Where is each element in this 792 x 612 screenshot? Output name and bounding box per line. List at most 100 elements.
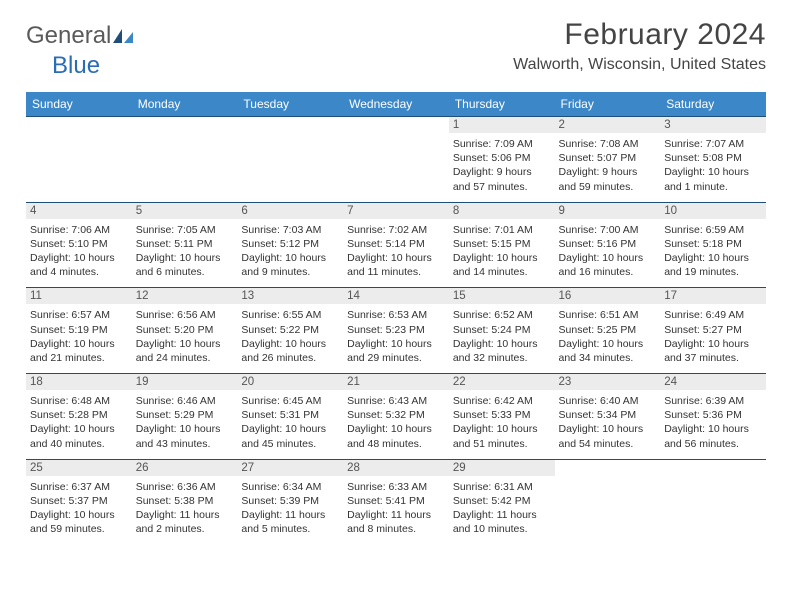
day-info: Sunrise: 6:33 AMSunset: 5:41 PMDaylight:… [347, 480, 445, 537]
calendar-day-cell: 26 Sunrise: 6:36 AMSunset: 5:38 PMDayligh… [132, 459, 238, 544]
daylight-text: Daylight: 10 hours and 29 minutes. [347, 337, 445, 365]
daylight-text: Daylight: 10 hours and 37 minutes. [664, 337, 762, 365]
calendar-day-cell: 4 Sunrise: 7:06 AMSunset: 5:10 PMDaylight… [26, 202, 132, 288]
daylight-text: Daylight: 10 hours and 56 minutes. [664, 422, 762, 450]
day-info: Sunrise: 6:42 AMSunset: 5:33 PMDaylight:… [453, 394, 551, 451]
day-info: Sunrise: 6:43 AMSunset: 5:32 PMDaylight:… [347, 394, 445, 451]
daylight-text: Daylight: 10 hours and 54 minutes. [559, 422, 657, 450]
day-number: 25 [26, 460, 132, 476]
daylight-text: Daylight: 9 hours and 57 minutes. [453, 165, 551, 193]
day-info: Sunrise: 6:36 AMSunset: 5:38 PMDaylight:… [136, 480, 234, 537]
sunrise-text: Sunrise: 6:52 AM [453, 308, 551, 322]
calendar-day-cell: 28 Sunrise: 6:33 AMSunset: 5:41 PMDayligh… [343, 459, 449, 544]
sunset-text: Sunset: 5:36 PM [664, 408, 762, 422]
location-text: Walworth, Wisconsin, United States [513, 56, 766, 74]
dayname-sun: Sunday [26, 92, 132, 117]
daylight-text: Daylight: 10 hours and 34 minutes. [559, 337, 657, 365]
daylight-text: Daylight: 10 hours and 6 minutes. [136, 251, 234, 279]
day-number: 23 [555, 374, 661, 390]
daylight-text: Daylight: 10 hours and 11 minutes. [347, 251, 445, 279]
sunset-text: Sunset: 5:19 PM [30, 323, 128, 337]
sunrise-text: Sunrise: 7:09 AM [453, 137, 551, 151]
calendar-week-row: 25Sunrise: 6:37 AMSunset: 5:37 PMDayligh… [26, 459, 766, 544]
day-info: Sunrise: 6:34 AMSunset: 5:39 PMDaylight:… [241, 480, 339, 537]
daylight-text: Daylight: 10 hours and 16 minutes. [559, 251, 657, 279]
day-info: Sunrise: 6:56 AMSunset: 5:20 PMDaylight:… [136, 308, 234, 365]
sunset-text: Sunset: 5:15 PM [453, 237, 551, 251]
day-info: Sunrise: 7:03 AMSunset: 5:12 PMDaylight:… [241, 223, 339, 280]
calendar-day-cell: 8Sunrise: 7:01 AMSunset: 5:15 PMDaylight… [449, 202, 555, 288]
day-number: 19 [132, 374, 238, 390]
calendar-day-cell: 5Sunrise: 7:05 AMSunset: 5:11 PMDaylight… [132, 202, 238, 288]
day-number: 20 [237, 374, 343, 390]
calendar-day-cell: 25Sunrise: 6:37 AMSunset: 5:37 PMDayligh… [26, 459, 132, 544]
daylight-text: Daylight: 11 hours and 2 minutes. [136, 508, 234, 536]
sunset-text: Sunset: 5:24 PM [453, 323, 551, 337]
sunset-text: Sunset: 5:42 PM [453, 494, 551, 508]
sunrise-text: Sunrise: 6:57 AM [30, 308, 128, 322]
day-number: 27 [237, 460, 343, 476]
dayname-tue: Tuesday [237, 92, 343, 117]
day-number: 16 [555, 288, 661, 304]
daylight-text: Daylight: 10 hours and 4 minutes. [30, 251, 128, 279]
sunset-text: Sunset: 5:32 PM [347, 408, 445, 422]
sunset-text: Sunset: 5:41 PM [347, 494, 445, 508]
day-number: 29 [449, 460, 555, 476]
sunset-text: Sunset: 5:22 PM [241, 323, 339, 337]
sunrise-text: Sunrise: 6:36 AM [136, 480, 234, 494]
sunset-text: Sunset: 5:23 PM [347, 323, 445, 337]
calendar-day-cell: 15Sunrise: 6:52 AMSunset: 5:24 PMDayligh… [449, 288, 555, 374]
sunrise-text: Sunrise: 6:40 AM [559, 394, 657, 408]
day-number: 26 [132, 460, 238, 476]
sunrise-text: Sunrise: 6:55 AM [241, 308, 339, 322]
sunrise-text: Sunrise: 6:53 AM [347, 308, 445, 322]
sunset-text: Sunset: 5:37 PM [30, 494, 128, 508]
sunrise-text: Sunrise: 6:45 AM [241, 394, 339, 408]
sunset-text: Sunset: 5:06 PM [453, 151, 551, 165]
sunset-text: Sunset: 5:07 PM [559, 151, 657, 165]
calendar-day-cell [660, 459, 766, 544]
daylight-text: Daylight: 10 hours and 51 minutes. [453, 422, 551, 450]
calendar-day-cell [343, 117, 449, 203]
calendar-day-cell: 2Sunrise: 7:08 AMSunset: 5:07 PMDaylight… [555, 117, 661, 203]
sunrise-text: Sunrise: 7:07 AM [664, 137, 762, 151]
calendar-day-cell [132, 117, 238, 203]
calendar-day-cell: 27 Sunrise: 6:34 AMSunset: 5:39 PMDayligh… [237, 459, 343, 544]
sunset-text: Sunset: 5:16 PM [559, 237, 657, 251]
daylight-text: Daylight: 10 hours and 1 minute. [664, 165, 762, 193]
calendar-day-cell: 14Sunrise: 6:53 AMSunset: 5:23 PMDayligh… [343, 288, 449, 374]
daylight-text: Daylight: 10 hours and 9 minutes. [241, 251, 339, 279]
day-info: Sunrise: 7:00 AMSunset: 5:16 PMDaylight:… [559, 223, 657, 280]
sunrise-text: Sunrise: 6:31 AM [453, 480, 551, 494]
sunrise-text: Sunrise: 6:49 AM [664, 308, 762, 322]
calendar-day-cell: 12Sunrise: 6:56 AMSunset: 5:20 PMDayligh… [132, 288, 238, 374]
sunrise-text: Sunrise: 7:08 AM [559, 137, 657, 151]
sunrise-text: Sunrise: 7:02 AM [347, 223, 445, 237]
daylight-text: Daylight: 10 hours and 32 minutes. [453, 337, 551, 365]
calendar-day-cell: 16Sunrise: 6:51 AMSunset: 5:25 PMDayligh… [555, 288, 661, 374]
day-info: Sunrise: 6:57 AMSunset: 5:19 PMDaylight:… [30, 308, 128, 365]
day-info: Sunrise: 7:09 AMSunset: 5:06 PMDaylight:… [453, 137, 551, 194]
day-header-row: Sunday Monday Tuesday Wednesday Thursday… [26, 92, 766, 117]
daylight-text: Daylight: 10 hours and 26 minutes. [241, 337, 339, 365]
day-number: 28 [343, 460, 449, 476]
calendar-day-cell: 6Sunrise: 7:03 AMSunset: 5:12 PMDaylight… [237, 202, 343, 288]
calendar-day-cell: 11Sunrise: 6:57 AMSunset: 5:19 PMDayligh… [26, 288, 132, 374]
day-number: 4 [26, 203, 132, 219]
sunrise-text: Sunrise: 7:00 AM [559, 223, 657, 237]
calendar-day-cell: 7Sunrise: 7:02 AMSunset: 5:14 PMDaylight… [343, 202, 449, 288]
day-info: Sunrise: 6:39 AMSunset: 5:36 PMDaylight:… [664, 394, 762, 451]
sunset-text: Sunset: 5:29 PM [136, 408, 234, 422]
calendar-day-cell: 13Sunrise: 6:55 AMSunset: 5:22 PMDayligh… [237, 288, 343, 374]
calendar-day-cell: 18Sunrise: 6:48 AMSunset: 5:28 PMDayligh… [26, 374, 132, 460]
sunrise-text: Sunrise: 6:46 AM [136, 394, 234, 408]
sunset-text: Sunset: 5:10 PM [30, 237, 128, 251]
day-number: 2 [555, 117, 661, 133]
day-info: Sunrise: 7:06 AMSunset: 5:10 PMDaylight:… [30, 223, 128, 280]
sunrise-text: Sunrise: 6:34 AM [241, 480, 339, 494]
day-info: Sunrise: 6:45 AMSunset: 5:31 PMDaylight:… [241, 394, 339, 451]
daylight-text: Daylight: 10 hours and 21 minutes. [30, 337, 128, 365]
calendar-day-cell: 19Sunrise: 6:46 AMSunset: 5:29 PMDayligh… [132, 374, 238, 460]
calendar-day-cell: 21Sunrise: 6:43 AMSunset: 5:32 PMDayligh… [343, 374, 449, 460]
calendar-day-cell: 3Sunrise: 7:07 AMSunset: 5:08 PMDaylight… [660, 117, 766, 203]
